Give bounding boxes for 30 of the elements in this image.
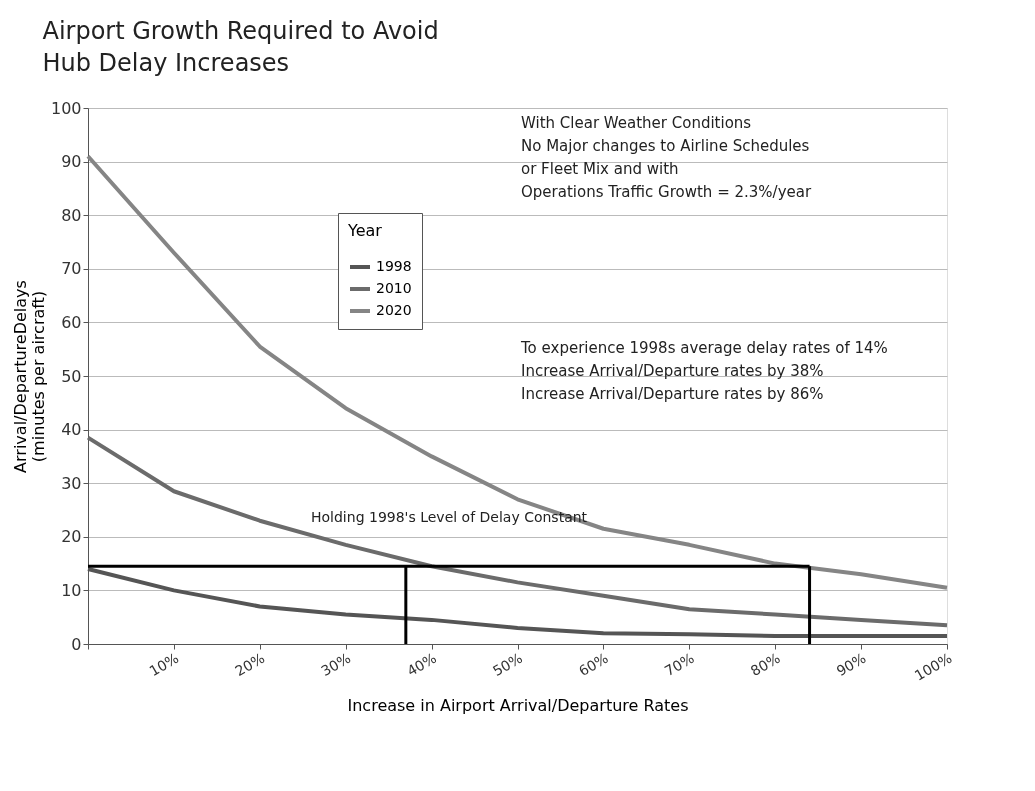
y-tick-label: 10 — [61, 580, 82, 600]
y-tick-label: 80 — [61, 205, 82, 225]
x-tick-label: 60% — [575, 649, 611, 680]
y-tick-label: 20 — [61, 527, 82, 547]
y-tick-label: 40 — [61, 420, 82, 440]
y-tick-label: 60 — [61, 312, 82, 332]
x-tick-label: 90% — [833, 649, 869, 680]
x-tick-label: 40% — [404, 649, 440, 680]
annotation: Holding 1998's Level of Delay Constant — [311, 509, 588, 525]
annotation: With Clear Weather Conditions No Major changes to Airline Schedules or Fleet Mix and with Operations Traffic Growth = 2.3%/year — [521, 114, 812, 201]
y-axis-title: Arrival/DepartureDelays (minutes per aircraft) — [10, 280, 48, 473]
x-tick-label: 70% — [661, 649, 697, 680]
y-tick-label: 70 — [61, 259, 82, 279]
chart-title: Airport Growth Required to Avoid Hub Delay Increases — [42, 17, 439, 77]
x-tick-label: 80% — [747, 649, 783, 680]
x-tick-label: 30% — [318, 649, 354, 680]
x-tick-label: 50% — [490, 649, 525, 680]
legend-label: 2010 — [376, 280, 412, 296]
y-tick-label: 30 — [61, 473, 82, 493]
legend-title: Year — [347, 221, 383, 240]
annotation: To experience 1998s average delay rates of 14% Increase Arrival/Departure rates by 38% Increase Arrival/Departure rates by 86% — [520, 339, 888, 403]
y-tick-label: 100 — [50, 98, 82, 118]
legend-label: 1998 — [376, 258, 412, 274]
y-tick-label: 0 — [71, 634, 82, 654]
y-tick-label: 50 — [61, 366, 82, 386]
x-axis-title: Increase in Airport Arrival/Departure Rates — [347, 695, 689, 715]
y-tick-label: 90 — [61, 152, 82, 172]
x-tick-label: 10% — [146, 649, 182, 680]
x-tick-label: 20% — [232, 649, 268, 680]
legend-label: 2020 — [376, 302, 412, 318]
